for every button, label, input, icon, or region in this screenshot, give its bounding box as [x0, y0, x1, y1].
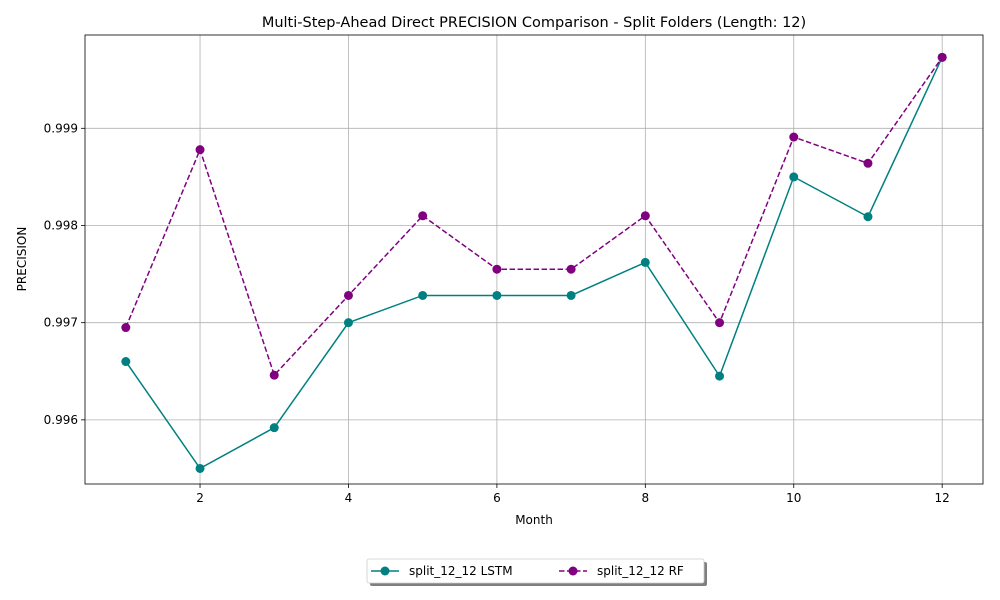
data-point [937, 52, 947, 62]
x-tick-label: 8 [642, 491, 650, 505]
y-tick-label: 0.999 [44, 121, 78, 135]
data-point [195, 145, 205, 155]
series-1 [121, 52, 947, 380]
data-point [343, 318, 353, 328]
grid [85, 35, 983, 484]
y-tick-label: 0.997 [44, 316, 78, 330]
plot-frame [84, 34, 984, 485]
data-point [121, 323, 131, 333]
series-line [125, 57, 943, 470]
data-point [640, 211, 650, 221]
x-tick-label: 12 [935, 491, 950, 505]
data-point [195, 463, 205, 473]
data-point [566, 264, 576, 274]
data-point [492, 290, 502, 300]
data-point [418, 290, 428, 300]
data-point [566, 290, 576, 300]
legend-marker [380, 566, 390, 576]
legend-label: split_12_12 LSTM [409, 564, 513, 578]
x-axis-label: Month [515, 513, 553, 527]
y-axis: 0.996 0.997 0.998 0.999 [44, 121, 85, 427]
y-tick-label: 0.998 [44, 218, 78, 232]
data-point [343, 290, 353, 300]
x-tick-label: 10 [786, 491, 801, 505]
data-point [863, 212, 873, 222]
legend-box [366, 558, 705, 584]
y-tick-label: 0.996 [44, 413, 78, 427]
y-axis-label: PRECISION [15, 227, 29, 292]
chart-title: Multi-Step-Ahead Direct PRECISION Compar… [262, 15, 806, 31]
x-axis: 2 4 6 8 10 12 [196, 484, 950, 505]
data-point [269, 370, 279, 380]
series-layer [121, 52, 947, 473]
data-point [789, 172, 799, 182]
data-point [121, 357, 131, 367]
series-0 [121, 52, 947, 473]
data-point [715, 318, 725, 328]
legend: split_12_12 LSTM split_12_12 RF [366, 558, 707, 586]
x-tick-label: 4 [345, 491, 353, 505]
data-point [715, 371, 725, 381]
data-point [640, 257, 650, 267]
data-point [863, 158, 873, 168]
plot-area [84, 34, 984, 485]
data-point [269, 423, 279, 433]
data-point [418, 211, 428, 221]
data-point [789, 132, 799, 142]
series-line [125, 56, 943, 377]
data-point [492, 264, 502, 274]
x-tick-label: 2 [196, 491, 204, 505]
legend-marker [568, 566, 578, 576]
x-tick-label: 6 [493, 491, 501, 505]
legend-label: split_12_12 RF [597, 564, 684, 578]
